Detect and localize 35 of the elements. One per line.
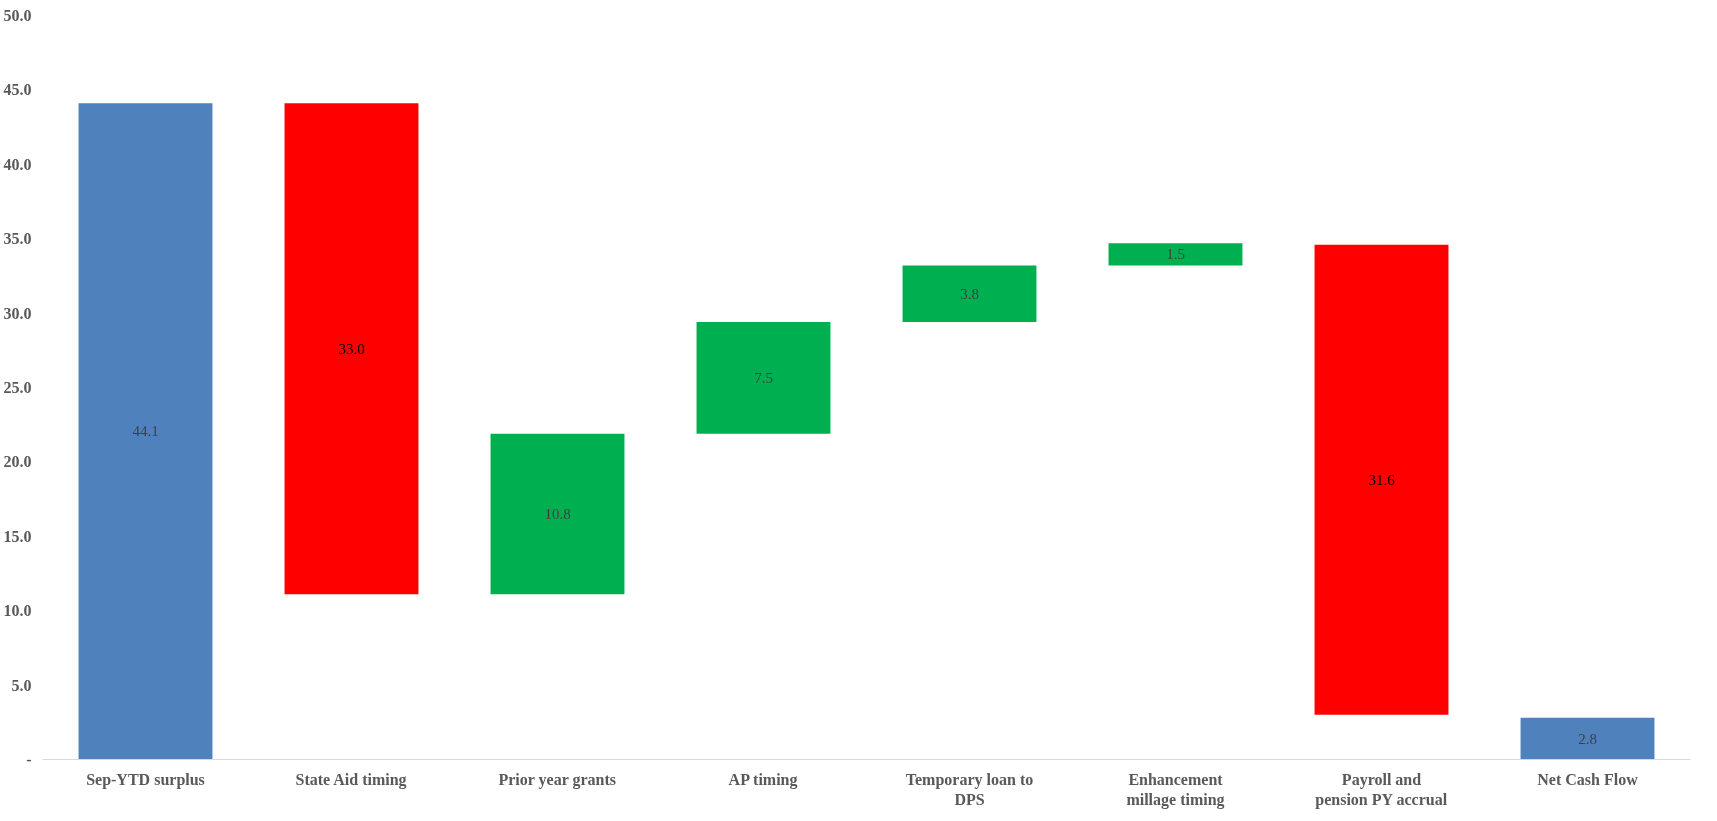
y-tick-label: 5.0	[11, 676, 32, 694]
x-tick-label: Sep-YTD surplus	[86, 770, 205, 789]
x-tick-label: Net Cash Flow	[1537, 770, 1639, 788]
x-tick-label: Temporary loan to DPS	[905, 770, 1034, 808]
bar	[490, 433, 625, 595]
bar	[78, 103, 213, 760]
y-tick-label: 40.0	[3, 155, 32, 173]
bar	[902, 265, 1037, 323]
bar	[1108, 243, 1243, 266]
bar	[696, 322, 831, 434]
y-tick-label: 30.0	[3, 304, 32, 322]
x-tick-label: Prior year grants	[498, 770, 617, 789]
bar	[284, 103, 419, 595]
data-label: 7.5	[754, 369, 773, 386]
data-label: 3.8	[960, 285, 979, 302]
bar	[1520, 717, 1655, 760]
bar	[1314, 244, 1449, 715]
data-label: 33.0	[338, 340, 365, 357]
y-tick-label: 25.0	[3, 379, 32, 396]
y-tick-label: 20.0	[3, 453, 32, 471]
y-tick-label: 50.0	[3, 7, 32, 24]
data-label: 2.8	[1578, 730, 1597, 747]
x-tick-label: State Aid timing	[295, 770, 407, 789]
y-tick-label: -	[26, 751, 32, 768]
data-label: 44.1	[132, 423, 159, 440]
x-tick-label: Enhancement millage timing	[1126, 770, 1225, 809]
data-label: 1.5	[1166, 246, 1185, 263]
y-tick-label: 45.0	[3, 81, 32, 99]
y-tick-label: 15.0	[3, 527, 32, 545]
y-tick-label: 10.0	[3, 602, 32, 620]
x-tick-label: AP timing	[728, 770, 798, 789]
data-label: 31.6	[1368, 471, 1396, 488]
data-label: 10.8	[544, 505, 571, 522]
x-tick-label: Payroll and pension PY accrual	[1315, 770, 1448, 809]
y-tick-label: 35.0	[3, 230, 32, 248]
